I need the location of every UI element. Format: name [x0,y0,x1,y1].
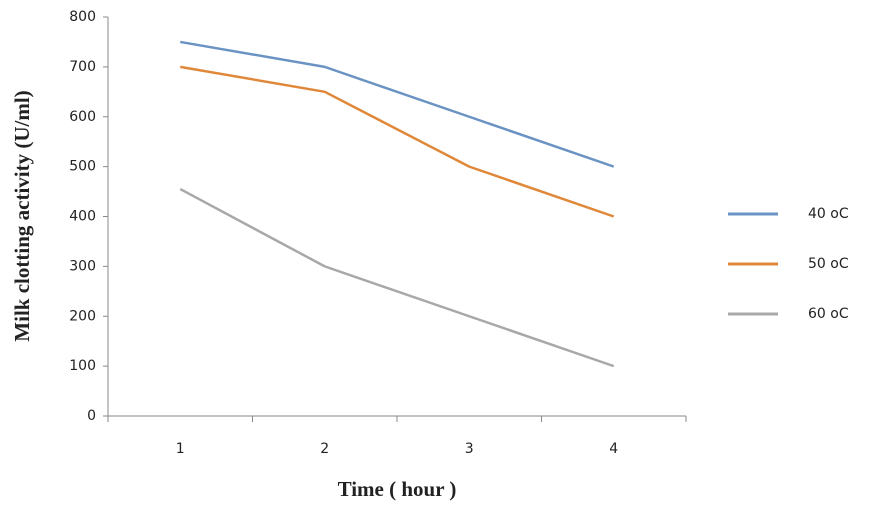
legend-label: 60 oC [808,306,849,322]
y-tick-label: 400 [69,209,96,225]
legend-label: 50 oC [808,256,849,272]
y-tick-label: 800 [69,9,96,25]
x-tick-label: 4 [609,441,618,457]
series-line [179,187,615,368]
x-tick-label: 3 [465,441,474,457]
y-tick-label: 0 [87,408,96,424]
y-tick-label: 500 [69,159,96,175]
series-line [180,65,615,218]
y-tick-label: 300 [69,258,96,274]
y-tick-label: 100 [69,358,96,374]
y-tick-label: 700 [69,59,96,75]
legend-label: 40 oC [808,206,849,222]
x-axis-title: Time ( hour ) [338,477,457,501]
series-line [180,40,615,168]
y-tick-label: 200 [69,308,96,324]
y-tick-label: 600 [69,109,96,125]
x-tick-label: 2 [320,441,329,457]
y-axis-title: Milk clotting activity (U/ml) [10,90,34,341]
x-tick-label: 1 [176,441,185,457]
